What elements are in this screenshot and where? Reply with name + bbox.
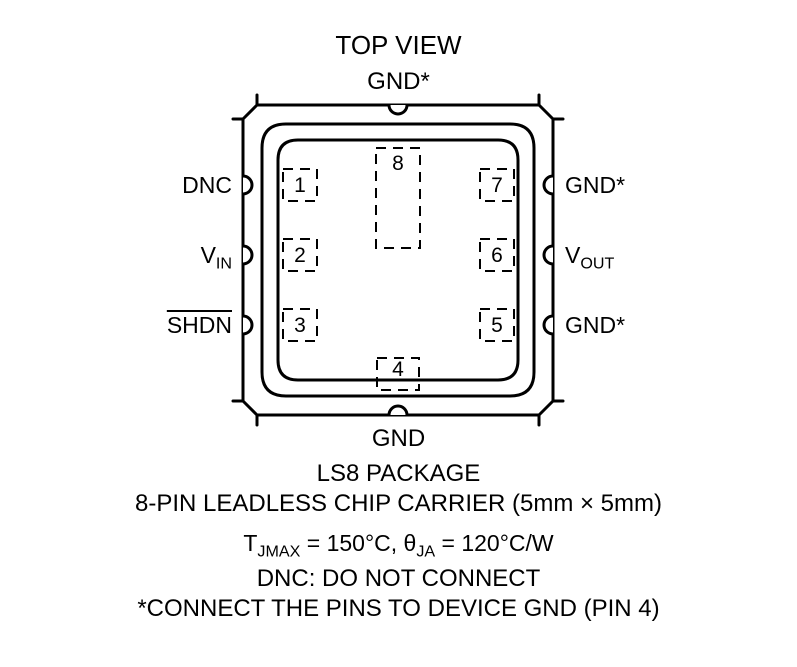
pin7-label: GND* [565, 172, 625, 199]
pin4-bottom-label: GND [0, 425, 797, 453]
thermal-line: TJMAX = 150°C, θJA = 120°C/W [0, 530, 797, 562]
title-top-view: TOP VIEW [0, 30, 797, 61]
pin-number-8: 8 [388, 152, 408, 176]
pin-number-5: 5 [487, 314, 507, 338]
package-desc: 8-PIN LEADLESS CHIP CARRIER (5mm × 5mm) [0, 490, 797, 518]
pin-number-1: 1 [290, 174, 310, 198]
package-name: LS8 PACKAGE [0, 460, 797, 488]
pin5-label: GND* [565, 312, 625, 339]
pin-number-7: 7 [487, 174, 507, 198]
pin3-label: SHDN [167, 312, 232, 339]
pin-number-3: 3 [290, 314, 310, 338]
gnd-note: *CONNECT THE PINS TO DEVICE GND (PIN 4) [0, 595, 797, 623]
pin1-label: DNC [182, 172, 232, 199]
pin8-top-label: GND* [0, 68, 797, 96]
pin-number-6: 6 [487, 244, 507, 268]
pin2-label: VIN [201, 242, 232, 274]
pin6-label: VOUT [565, 242, 614, 274]
dnc-note: DNC: DO NOT CONNECT [0, 565, 797, 593]
pin-number-2: 2 [290, 244, 310, 268]
pin-number-4: 4 [388, 358, 408, 382]
